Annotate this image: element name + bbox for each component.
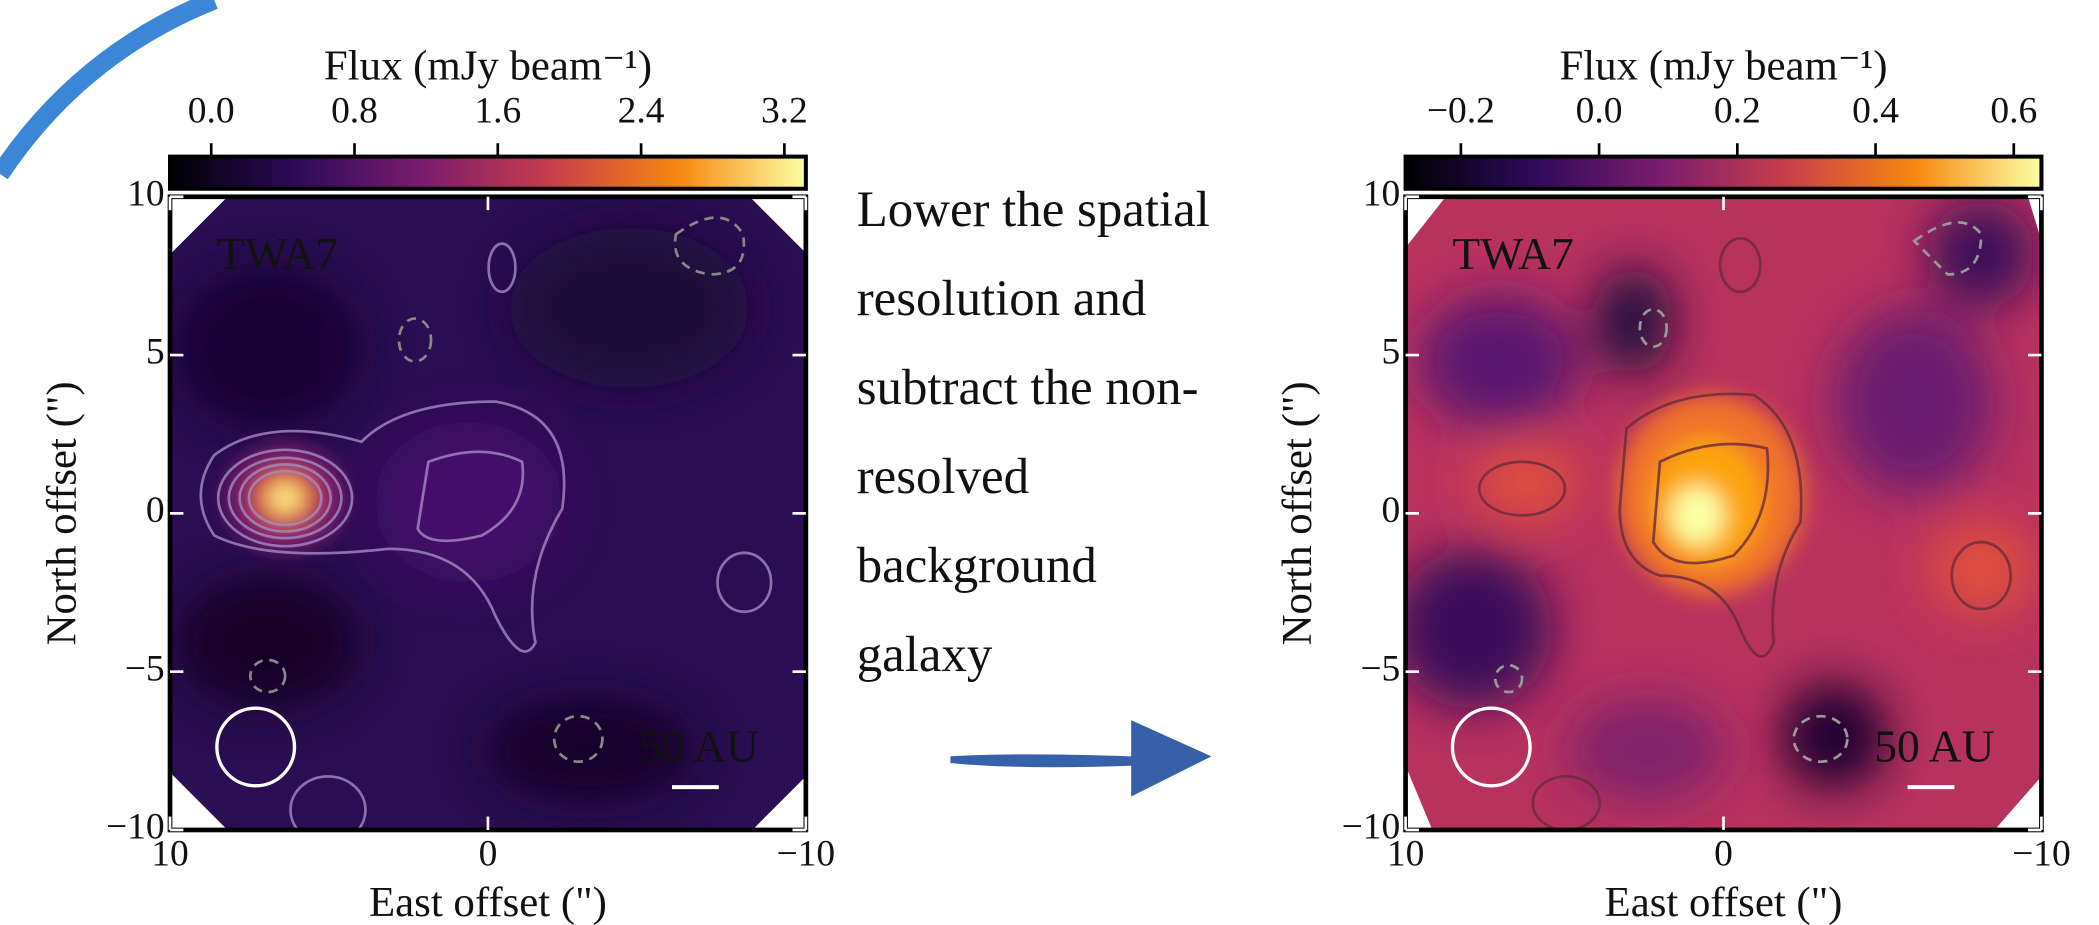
colorbar [170,157,806,189]
source-label: TWA7 [1452,228,1573,279]
scale-bar-label: 50 AU [639,720,759,771]
annotation-line: subtract the non- [857,360,1199,416]
y-tick-label: −5 [125,648,165,689]
colorbar-tick-label: 2.4 [618,90,665,131]
colorbar-tick-label: 0.4 [1852,90,1899,131]
x-tick-label: 0 [1714,833,1733,874]
colorbar-label: Flux (mJy beam⁻¹) [324,42,652,89]
colorbar-tick-label: 1.6 [474,90,521,131]
annotation-line: galaxy [857,627,993,683]
y-tick-label: −10 [1342,807,1401,848]
y-axis-label: North offset (") [38,381,85,645]
x-tick-label: 0 [479,833,498,874]
colorbar-label: Flux (mJy beam⁻¹) [1559,42,1887,89]
x-axis-label: East offset (") [369,879,607,925]
figure: Lower the spatial resolution and subtract … [0,0,2099,925]
annotation-line: Lower the spatial [857,182,1210,238]
y-tick-label: 10 [1363,173,1400,214]
colorbar-tick-label: −0.2 [1427,90,1495,131]
annotation-line: resolved [857,449,1029,505]
arrow [950,720,1211,796]
x-tick-label: −10 [2012,833,2071,874]
x-axis-label: East offset (") [1605,879,1843,925]
colorbar-tick-label: 0.0 [188,90,235,131]
colorbar-tick-label: 0.2 [1714,90,1761,131]
annotation: Lower the spatial resolution and subtract … [857,182,1210,683]
annotation-line: background [857,538,1097,594]
y-tick-label: 5 [146,332,165,373]
y-tick-label: 5 [1381,332,1400,373]
colorbar-tick-label: 3.2 [761,90,808,131]
colorbar-tick-label: 0.0 [1576,90,1623,131]
colorbar [1406,157,2042,189]
y-tick-label: −5 [1360,648,1400,689]
colorbar-tick-label: 0.8 [331,90,378,131]
y-tick-label: 0 [146,490,165,531]
x-tick-label: −10 [777,833,836,874]
decoration-stroke [0,0,214,174]
y-tick-label: −10 [106,807,165,848]
y-axis-label: North offset (") [1274,381,1321,645]
annotation-line: resolution and [857,271,1147,327]
y-tick-label: 0 [1381,490,1400,531]
colorbar-tick-label: 0.6 [1990,90,2037,131]
scale-bar-label: 50 AU [1874,720,1994,771]
source-label: TWA7 [217,228,338,279]
y-tick-label: 10 [127,173,164,214]
